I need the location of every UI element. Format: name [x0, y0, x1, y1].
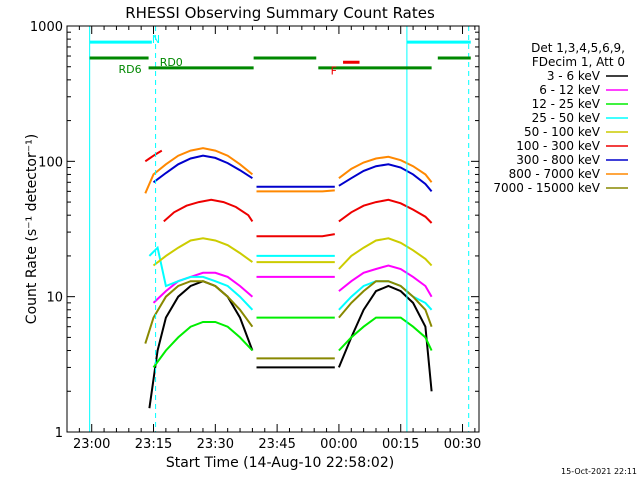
series-line-7 — [338, 155, 433, 183]
legend-label: 50 - 100 keV — [524, 125, 601, 139]
flag-layer: N F RD0 RD6 — [89, 26, 471, 432]
x-tick-label: 23:15 — [135, 437, 172, 452]
series-line-5 — [144, 149, 163, 163]
series-line-7 — [256, 189, 335, 193]
legend-label: 800 - 7000 keV — [509, 167, 601, 181]
legend-label: 12 - 25 keV — [532, 97, 601, 111]
series-line-2 — [338, 316, 433, 352]
y-tick-label: 1000 — [30, 20, 63, 35]
y-tick-label: 10 — [46, 291, 63, 306]
x-tick-label: 00:30 — [444, 437, 481, 452]
series-layer — [144, 147, 433, 409]
series-line-1 — [152, 271, 254, 304]
flag-label: F — [331, 64, 337, 77]
series-line-4 — [338, 237, 433, 270]
series-line-6 — [338, 163, 433, 193]
x-axis-label: Start Time (14-Aug-10 22:58:02) — [166, 455, 394, 471]
legend-header-line-1: Det 1,3,4,5,6,9, — [531, 41, 625, 55]
y-axis-label: Count Rate (s⁻¹ detector⁻¹) — [24, 134, 40, 324]
x-tick-label: 23:30 — [197, 437, 234, 452]
legend-label: 300 - 800 keV — [516, 153, 600, 167]
series-line-3 — [148, 245, 254, 311]
x-tick-label: 23:45 — [258, 437, 295, 452]
flag-label: N — [152, 33, 160, 46]
series-line-2 — [152, 321, 254, 368]
legend-label: 100 - 300 keV — [516, 139, 600, 153]
series-line-5 — [256, 233, 335, 238]
legend-label: 6 - 12 keV — [539, 83, 601, 97]
y-axis-ticks: 1 10 100 1000 — [30, 20, 479, 441]
series-line-0 — [148, 280, 254, 409]
legend-header-line-2: FDecim 1, Att 0 — [532, 55, 625, 69]
x-axis-ticks: 23:00 23:15 23:30 23:45 00:00 00:15 00:30 — [73, 26, 481, 452]
y-tick-label: 100 — [38, 155, 63, 170]
flag-label: RD0 — [160, 56, 183, 69]
series-line-7 — [144, 147, 254, 194]
series-line-6 — [152, 154, 253, 184]
flag-label: RD6 — [119, 63, 142, 76]
series-line-5 — [338, 198, 433, 224]
x-tick-label: 00:00 — [320, 437, 357, 452]
legend-label: 7000 - 15000 keV — [493, 181, 600, 195]
series-line-8 — [144, 280, 254, 344]
x-tick-label: 23:00 — [73, 437, 110, 452]
legend-label: 25 - 50 keV — [532, 111, 601, 125]
legend-label: 3 - 6 keV — [547, 69, 601, 83]
x-tick-label: 00:15 — [382, 437, 419, 452]
series-line-4 — [152, 237, 253, 267]
series-line-5 — [163, 198, 254, 223]
chart-title: RHESSI Observing Summary Count Rates — [125, 4, 435, 22]
footer-date: 15-Oct-2021 22:11 — [561, 467, 637, 476]
series-line-8 — [338, 280, 433, 328]
plot-frame — [66, 25, 480, 433]
series-line-3 — [338, 280, 433, 311]
series-line-1 — [338, 264, 433, 298]
y-tick-label: 1 — [55, 426, 63, 441]
series-line-0 — [337, 284, 433, 392]
legend: Det 1,3,4,5,6,9, FDecim 1, Att 0 3 - 6 k… — [493, 41, 628, 195]
